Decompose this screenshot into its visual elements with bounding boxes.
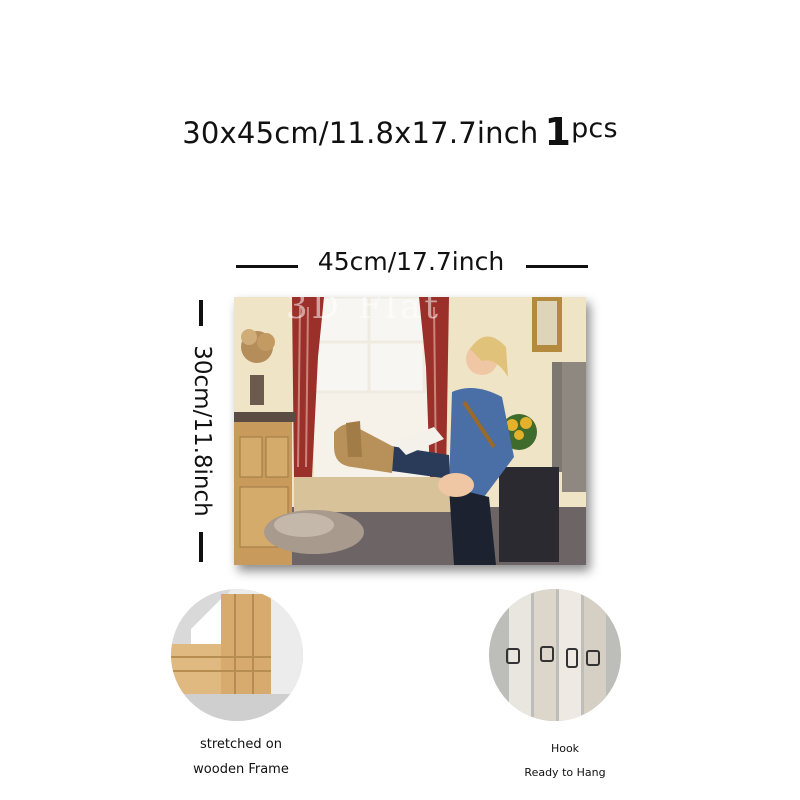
watermark-text: 3D Flat — [286, 297, 443, 327]
size-title: 30x45cm/11.8x17.7inch 1pcs — [0, 108, 800, 154]
width-dimension: 45cm/17.7inch — [230, 247, 592, 283]
hook-icon — [489, 589, 621, 721]
width-line-right — [526, 265, 588, 268]
wooden-frame-icon — [171, 589, 303, 721]
height-label: 30cm/11.8inch — [189, 345, 215, 517]
frame-caption-line1: stretched on — [200, 737, 282, 752]
quantity-unit: pcs — [571, 113, 618, 144]
frame-caption: stretched on wooden Frame — [166, 732, 316, 782]
hook-caption-line1: Hook — [550, 742, 580, 755]
width-label: 45cm/17.7inch — [317, 247, 505, 276]
frame-caption-line2: wooden Frame — [193, 762, 289, 777]
hook-caption-line2: Ready to Hang — [524, 766, 606, 779]
canvas-print-image: 3D Flat — [234, 297, 586, 565]
height-dimension: 30cm/11.8inch — [182, 296, 222, 566]
hook-caption: Hook Ready to Hang — [505, 737, 625, 785]
size-text: 30x45cm/11.8x17.7inch — [182, 116, 539, 150]
hook-photo — [489, 589, 621, 721]
bathroom-scene-illustration — [234, 297, 586, 565]
quantity-number: 1 — [544, 110, 572, 154]
width-line-left — [236, 265, 298, 268]
wooden-frame-photo — [171, 589, 303, 721]
height-tick-bottom — [199, 532, 203, 562]
height-tick-top — [199, 300, 203, 326]
